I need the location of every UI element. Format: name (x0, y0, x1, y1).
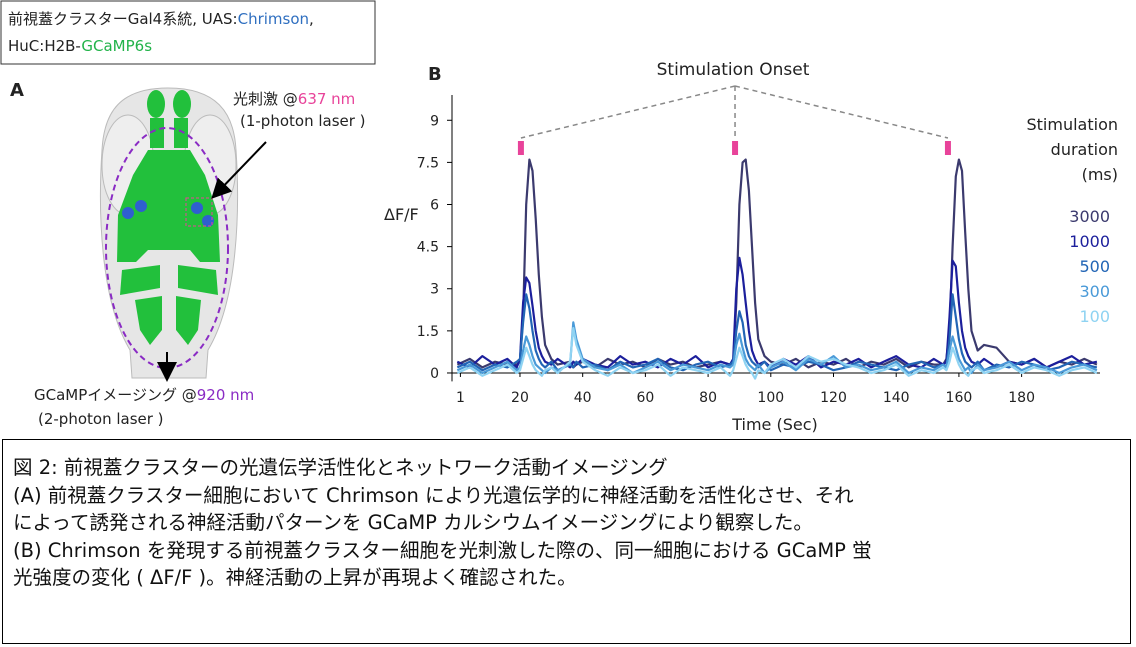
legend-title: duration (1051, 140, 1118, 159)
header-line: HuC:H2B-GCaMP6s (8, 37, 152, 55)
stim-text: 光刺激 @ (233, 90, 298, 108)
header-box (0, 0, 376, 65)
stimulation-marker (732, 141, 739, 155)
stim-wavelength: 637 nm (298, 90, 356, 108)
y-tick-label: 4.5 (417, 240, 439, 256)
x-tick-label: 180 (1008, 390, 1035, 406)
panel-label: B (428, 64, 442, 85)
figure: 前視蓋クラスターGal4系統, UAS:Chrimson, HuC:H2B-GC… (0, 0, 1119, 434)
annotation-leader (734, 85, 949, 139)
trace (456, 327, 1098, 380)
caption-line: (A) 前視蓋クラスター細胞において Chrimson により光遺伝学的に神経活… (13, 483, 854, 507)
x-tick-label: 1 (456, 390, 465, 406)
header-line: 前視蓋クラスターGal4系統, UAS:Chrimson, (8, 10, 314, 28)
imaging-label: GCaMPイメージング @920 nm (34, 386, 254, 404)
header-text: HuC:H2B- (8, 37, 81, 55)
legend-entry: 500 (1079, 257, 1110, 276)
y-tick-label: 3 (430, 282, 439, 298)
y-tick-label: 1.5 (417, 324, 439, 340)
x-tick-label: 160 (946, 390, 973, 406)
x-tick-label: 140 (883, 390, 910, 406)
stimulation-marker (517, 141, 524, 155)
imaging-text: GCaMPイメージング @ (34, 386, 197, 404)
header-text: Chrimson (238, 10, 309, 28)
caption-title: 図 2: 前視蓋クラスターの光遺伝学活性化とネットワーク活動イメージング (13, 456, 668, 479)
stim-laser: (1-photon laser ) (240, 112, 366, 130)
caption-line: (B) Chrimson を発現する前視蓋クラスター細胞を光刺激した際の、同一細… (13, 538, 872, 562)
caption-line: 光強度の変化 ( ΔF/F )。神経活動の上昇が再現よく確認された。 (13, 566, 577, 589)
y-tick-label: 7.5 (417, 155, 439, 171)
header-text: GCaMP6s (81, 37, 152, 55)
trace (456, 293, 1098, 372)
x-tick-label: 80 (699, 390, 717, 406)
y-tick-label: 0 (430, 366, 439, 382)
trace (456, 321, 1098, 375)
stimulation-marker (944, 141, 951, 155)
trace (456, 158, 1098, 369)
y-axis-label: ΔF/F (384, 205, 419, 224)
legend-entry: 3000 (1069, 207, 1110, 226)
y-tick-label: 9 (430, 113, 439, 129)
stim-label: 光刺激 @637 nm (233, 90, 355, 108)
x-tick-label: 120 (820, 390, 847, 406)
header-text: 前視蓋クラスターGal4系統, UAS: (8, 10, 238, 28)
legend-entry: 100 (1079, 307, 1110, 326)
caption: 図 2: 前視蓋クラスターの光遺伝学活性化とネットワーク活動イメージング (A) … (2, 439, 1131, 644)
brain-diagram (99, 87, 267, 382)
imaging-laser: (2-photon laser ) (38, 410, 164, 428)
legend-entry: 1000 (1069, 232, 1110, 251)
caption-line: によって誘発される神経活動パターンを GCaMP カルシウムイメージングにより観… (13, 511, 813, 534)
x-axis-label: Time (Sec) (731, 415, 818, 434)
trace (456, 256, 1098, 369)
imaging-wavelength: 920 nm (197, 386, 255, 404)
x-tick-label: 40 (574, 390, 592, 406)
annotation-leader (520, 85, 736, 139)
legend-entry: 300 (1079, 282, 1110, 301)
legend-title: (ms) (1082, 165, 1118, 184)
x-tick-label: 20 (511, 390, 529, 406)
y-tick-label: 6 (430, 198, 439, 214)
legend-title: Stimulation (1027, 115, 1119, 134)
header-text: , (309, 10, 314, 28)
annotation: Stimulation Onset (657, 60, 810, 80)
x-tick-label: 100 (757, 390, 784, 406)
panel-label: A (10, 80, 24, 101)
x-tick-label: 60 (636, 390, 654, 406)
